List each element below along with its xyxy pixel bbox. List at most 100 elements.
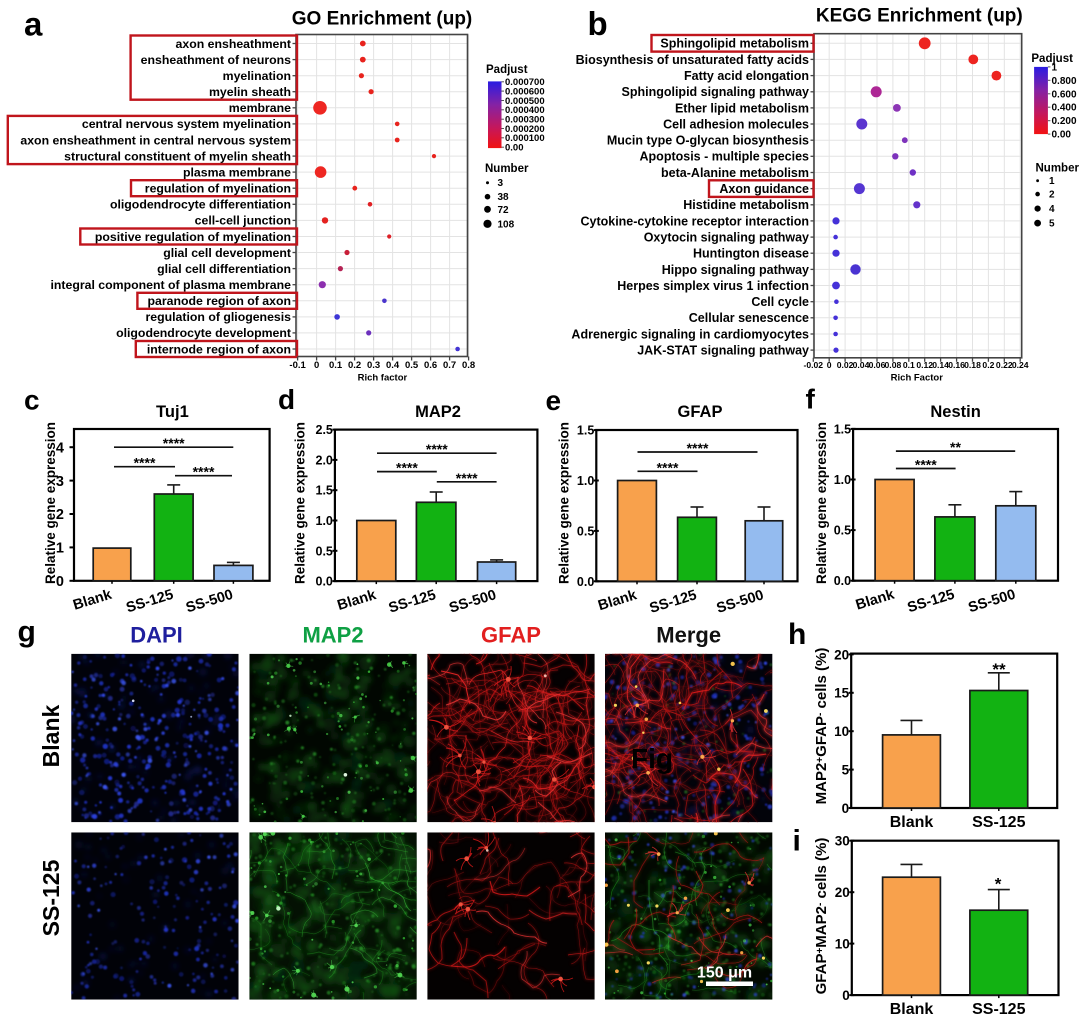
svg-text:0.200: 0.200 bbox=[1052, 116, 1077, 127]
svg-text:beta-Alanine metabolism: beta-Alanine metabolism bbox=[661, 166, 809, 180]
svg-text:5: 5 bbox=[1049, 219, 1055, 230]
svg-text:Hippo signaling pathway: Hippo signaling pathway bbox=[662, 263, 809, 277]
svg-text:Cytokine-cytokine receptor int: Cytokine-cytokine receptor interaction bbox=[580, 214, 809, 228]
svg-text:b: b bbox=[588, 5, 608, 42]
svg-text:108: 108 bbox=[498, 219, 515, 230]
svg-text:Cell cycle: Cell cycle bbox=[751, 295, 809, 309]
svg-text:0.8: 0.8 bbox=[462, 360, 475, 371]
svg-text:cell-cell junction: cell-cell junction bbox=[195, 214, 291, 228]
svg-text:Relative gene expression: Relative gene expression bbox=[557, 422, 572, 584]
svg-text:Fig: Fig bbox=[631, 743, 673, 774]
svg-text:DAPI: DAPI bbox=[130, 623, 183, 648]
svg-text:Number: Number bbox=[485, 163, 529, 175]
svg-text:20: 20 bbox=[835, 885, 850, 900]
svg-text:MAP2+GFAP- cells (%): MAP2+GFAP- cells (%) bbox=[813, 648, 830, 805]
svg-text:10: 10 bbox=[834, 724, 849, 739]
svg-text:plasma membrane: plasma membrane bbox=[183, 165, 291, 179]
svg-text:2.0: 2.0 bbox=[316, 453, 333, 467]
svg-text:Blank: Blank bbox=[890, 814, 934, 831]
svg-text:1.5: 1.5 bbox=[316, 484, 333, 498]
svg-text:internode region of axon: internode region of axon bbox=[147, 342, 291, 356]
svg-text:0.1: 0.1 bbox=[903, 360, 915, 370]
svg-text:Blank: Blank bbox=[890, 1001, 934, 1016]
svg-text:Sphingolipid signaling pathway: Sphingolipid signaling pathway bbox=[622, 85, 810, 99]
svg-text:0.4: 0.4 bbox=[386, 360, 400, 371]
svg-text:0.0: 0.0 bbox=[577, 575, 594, 589]
svg-text:1.5: 1.5 bbox=[577, 424, 594, 438]
svg-text:10: 10 bbox=[835, 937, 850, 952]
svg-text:0.5: 0.5 bbox=[834, 524, 851, 538]
svg-text:0: 0 bbox=[56, 574, 64, 590]
svg-text:Herpes simplex virus 1 infecti: Herpes simplex virus 1 infection bbox=[617, 279, 809, 293]
svg-text:Biosynthesis of unsaturated fa: Biosynthesis of unsaturated fatty acids bbox=[576, 53, 809, 67]
svg-text:0.5: 0.5 bbox=[577, 524, 594, 538]
svg-text:e: e bbox=[546, 385, 562, 416]
svg-text:SS-125: SS-125 bbox=[972, 1001, 1025, 1016]
svg-text:myelination: myelination bbox=[223, 69, 291, 83]
svg-text:KEGG Enrichment (up): KEGG Enrichment (up) bbox=[816, 6, 1023, 27]
svg-text:Histidine metabolism: Histidine metabolism bbox=[683, 198, 809, 212]
svg-text:regulation of myelination: regulation of myelination bbox=[145, 182, 291, 196]
svg-text:positive regulation of myelina: positive regulation of myelination bbox=[95, 230, 291, 244]
svg-text:oligodendrocyte differentiatio: oligodendrocyte differentiation bbox=[110, 198, 291, 212]
svg-text:0.14: 0.14 bbox=[932, 360, 949, 370]
svg-text:GFAP: GFAP bbox=[481, 623, 541, 648]
svg-text:Oxytocin signaling pathway: Oxytocin signaling pathway bbox=[644, 231, 809, 245]
svg-text:0.5: 0.5 bbox=[316, 544, 333, 558]
svg-text:0.6: 0.6 bbox=[424, 360, 437, 371]
svg-text:0.2: 0.2 bbox=[982, 360, 994, 370]
svg-text:0.600: 0.600 bbox=[1052, 89, 1077, 100]
svg-text:Adrenergic signaling in cardio: Adrenergic signaling in cardiomyocytes bbox=[571, 327, 809, 341]
svg-text:0.0: 0.0 bbox=[834, 574, 851, 588]
svg-text:0: 0 bbox=[314, 360, 319, 371]
svg-text:3: 3 bbox=[498, 178, 504, 189]
svg-text:SS-125: SS-125 bbox=[38, 859, 64, 936]
svg-text:a: a bbox=[24, 5, 43, 42]
svg-text:structural constituent of myel: structural constituent of myelin sheath bbox=[64, 149, 291, 163]
svg-text:GO Enrichment (up): GO Enrichment (up) bbox=[292, 9, 473, 30]
svg-text:0.00: 0.00 bbox=[505, 143, 524, 154]
svg-text:d: d bbox=[278, 384, 295, 415]
svg-text:0.12: 0.12 bbox=[916, 360, 933, 370]
svg-text:2.5: 2.5 bbox=[316, 423, 333, 437]
svg-text:0.00: 0.00 bbox=[1052, 130, 1072, 141]
svg-text:1.5: 1.5 bbox=[834, 422, 851, 436]
svg-text:0: 0 bbox=[842, 988, 850, 1003]
svg-text:0.0: 0.0 bbox=[316, 575, 333, 589]
svg-text:****: **** bbox=[657, 459, 679, 475]
svg-text:Rich Factor: Rich Factor bbox=[891, 373, 944, 384]
svg-text:integral component of plasma m: integral component of plasma membrane bbox=[50, 278, 291, 292]
svg-text:****: **** bbox=[163, 435, 185, 451]
svg-text:****: **** bbox=[134, 455, 156, 471]
svg-text:****: **** bbox=[915, 457, 937, 473]
svg-text:0.2: 0.2 bbox=[348, 360, 361, 371]
svg-text:0.06: 0.06 bbox=[869, 360, 886, 370]
svg-text:38: 38 bbox=[498, 192, 510, 203]
svg-text:Ether lipid metabolism: Ether lipid metabolism bbox=[675, 101, 809, 115]
svg-text:central nervous system myelina: central nervous system myelination bbox=[82, 117, 291, 131]
svg-text:****: **** bbox=[193, 464, 215, 480]
svg-text:Merge: Merge bbox=[656, 623, 721, 648]
svg-text:GFAP+MAP2- cells (%): GFAP+MAP2- cells (%) bbox=[813, 838, 830, 995]
svg-text:*: * bbox=[995, 875, 1002, 894]
svg-text:MAP2: MAP2 bbox=[415, 403, 461, 421]
svg-text:-0.1: -0.1 bbox=[289, 360, 306, 371]
svg-text:0.04: 0.04 bbox=[853, 360, 870, 370]
svg-text:glial cell differentiation: glial cell differentiation bbox=[157, 262, 291, 276]
svg-text:glial cell development: glial cell development bbox=[163, 246, 291, 260]
svg-text:4: 4 bbox=[1049, 204, 1055, 215]
svg-text:axon ensheathment in central n: axon ensheathment in central nervous sys… bbox=[20, 133, 291, 147]
svg-text:Fatty acid elongation: Fatty acid elongation bbox=[684, 69, 809, 83]
svg-text:0.000400: 0.000400 bbox=[505, 105, 545, 116]
svg-text:1.0: 1.0 bbox=[834, 473, 851, 487]
svg-text:Tuj1: Tuj1 bbox=[156, 403, 189, 421]
svg-text:ensheathment of neurons: ensheathment of neurons bbox=[141, 53, 291, 67]
svg-text:0.5: 0.5 bbox=[405, 360, 419, 371]
svg-text:i: i bbox=[793, 824, 801, 857]
svg-text:GFAP: GFAP bbox=[678, 403, 723, 421]
svg-text:Relative gene expression: Relative gene expression bbox=[293, 422, 308, 584]
svg-text:15: 15 bbox=[834, 686, 850, 701]
svg-text:Number: Number bbox=[1036, 163, 1080, 175]
svg-text:**: ** bbox=[992, 660, 1006, 679]
svg-text:0.08: 0.08 bbox=[885, 360, 902, 370]
